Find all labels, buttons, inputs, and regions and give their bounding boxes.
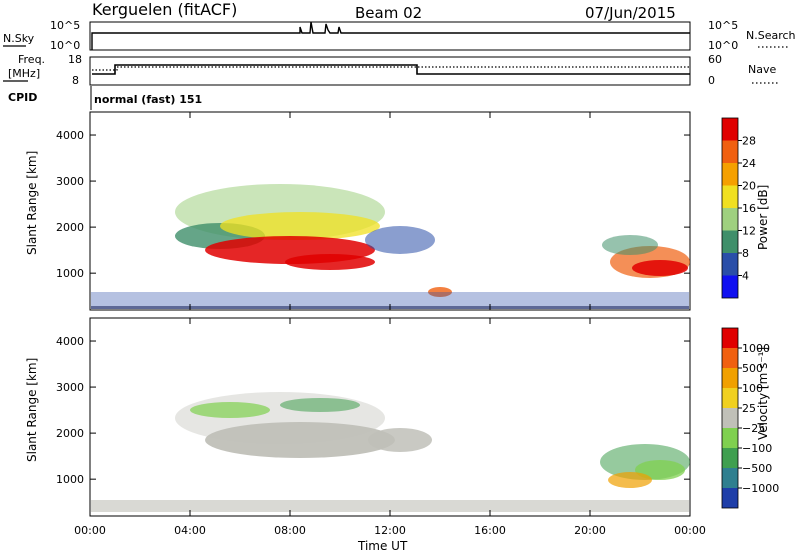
colorbar-swatch <box>722 408 738 428</box>
colorbar-tick-label: −500 <box>742 462 772 475</box>
colorbar-swatch <box>722 275 738 298</box>
cpid-text: normal (fast) 151 <box>94 93 202 106</box>
colorbar-swatch <box>722 368 738 388</box>
freq-trace <box>92 64 690 75</box>
beam-title: Beam 02 <box>355 4 422 22</box>
colorbar-swatch <box>722 488 738 508</box>
y-tick-label: 4000 <box>56 129 84 142</box>
y-tick-label: 2000 <box>56 221 84 234</box>
y-tick-label: 4000 <box>56 335 84 348</box>
power-panel: Slant Range [km] 1000 2000 3000 4000 4 8 12 16… <box>25 111 770 311</box>
power-scatter-cloud <box>91 184 690 309</box>
x-tick-label: 08:00 <box>274 524 306 537</box>
power-y-label: Slant Range [km] <box>25 151 39 255</box>
x-tick-label: 20:00 <box>574 524 606 537</box>
colorbar-swatch <box>722 388 738 408</box>
colorbar-swatch <box>722 448 738 468</box>
noise-right-label: N.Search <box>746 29 796 42</box>
freq-tick-top: 18 <box>68 53 82 66</box>
colorbar-swatch <box>722 230 738 253</box>
nave-trace <box>92 66 690 71</box>
noise-panel <box>89 21 691 51</box>
noise-right-tick-top: 10^5 <box>708 19 738 32</box>
cpid-label: CPID <box>8 91 37 104</box>
colorbar-tick-label: 500 <box>742 362 763 375</box>
freq-unit-label: [MHz] <box>8 67 40 80</box>
colorbar-swatch <box>722 328 738 348</box>
y-tick-label: 2000 <box>56 427 84 440</box>
colorbar-swatch <box>722 208 738 231</box>
freq-label: Freq. <box>18 53 45 66</box>
power-colorbar: 4 8 12 16 20 24 28 <box>721 117 756 299</box>
power-colorbar-label: Power [dB] <box>756 185 770 250</box>
y-tick-label: 1000 <box>56 267 84 280</box>
colorbar-tick-label: −1000 <box>742 482 779 495</box>
y-tick-label: 3000 <box>56 175 84 188</box>
freq-tick-bottom: 8 <box>72 74 79 87</box>
colorbar-swatch <box>722 428 738 448</box>
colorbar-tick-label: 28 <box>742 135 756 148</box>
colorbar-tick-label: 12 <box>742 225 756 238</box>
colorbar-tick-label: 25 <box>742 402 756 415</box>
y-tick-label: 1000 <box>56 473 84 486</box>
date-title: 07/Jun/2015 <box>585 4 676 22</box>
noise-sky-trace <box>91 21 690 50</box>
freq-panel <box>89 56 691 86</box>
nave-tick-top: 60 <box>708 53 722 66</box>
colorbar-tick-label: 8 <box>742 247 749 260</box>
x-tick-label: 00:00 <box>674 524 706 537</box>
colorbar-tick-label: 100 <box>742 382 763 395</box>
colorbar-swatch <box>722 253 738 276</box>
colorbar-tick-label: 1000 <box>742 342 770 355</box>
velocity-scatter-cloud <box>91 392 690 512</box>
velocity-y-ticks: 1000 2000 3000 4000 <box>56 335 690 486</box>
x-tick-label: 12:00 <box>374 524 406 537</box>
velocity-colorbar: 1000 500 100 25 −25 −100 −500 −1000 <box>721 327 779 509</box>
colorbar-tick-label: −100 <box>742 442 772 455</box>
colorbar-swatch <box>722 185 738 208</box>
nave-label: Nave <box>748 63 776 76</box>
x-tick-label: 16:00 <box>474 524 506 537</box>
velocity-y-label: Slant Range [km] <box>25 358 39 462</box>
noise-left-tick-top: 10^5 <box>50 19 80 32</box>
velocity-colorbar-label: Velocity [m s⁻¹] <box>756 347 770 440</box>
x-axis-ticks: 00:00 04:00 08:00 12:00 16:00 20:00 00:00 <box>74 112 706 537</box>
colorbar-swatch <box>722 163 738 186</box>
noise-left-label: N.Sky <box>3 32 35 45</box>
power-y-ticks: 1000 2000 3000 4000 <box>56 129 690 280</box>
velocity-panel: Slant Range [km] 1000 2000 3000 4000 1000 50… <box>25 317 779 517</box>
colorbar-tick-label: 24 <box>742 157 756 170</box>
noise-right-tick-bottom: 10^0 <box>708 39 738 52</box>
colorbar-tick-label: 16 <box>742 202 756 215</box>
noise-left-tick-bottom: 10^0 <box>50 39 80 52</box>
colorbar-tick-label: 4 <box>742 270 749 283</box>
y-tick-label: 3000 <box>56 381 84 394</box>
colorbar-swatch <box>722 468 738 488</box>
colorbar-swatch <box>722 348 738 368</box>
colorbar-tick-label: 20 <box>742 180 756 193</box>
colorbar-frame <box>721 327 739 509</box>
nave-tick-bottom: 0 <box>708 74 715 87</box>
x-tick-label: 04:00 <box>174 524 206 537</box>
station-title: Kerguelen (fitACF) <box>92 0 237 19</box>
x-axis-label: Time UT <box>357 539 408 553</box>
colorbar-swatch <box>722 140 738 163</box>
x-tick-label: 00:00 <box>74 524 106 537</box>
colorbar-swatch <box>722 118 738 141</box>
colorbar-tick-label: −25 <box>742 422 765 435</box>
